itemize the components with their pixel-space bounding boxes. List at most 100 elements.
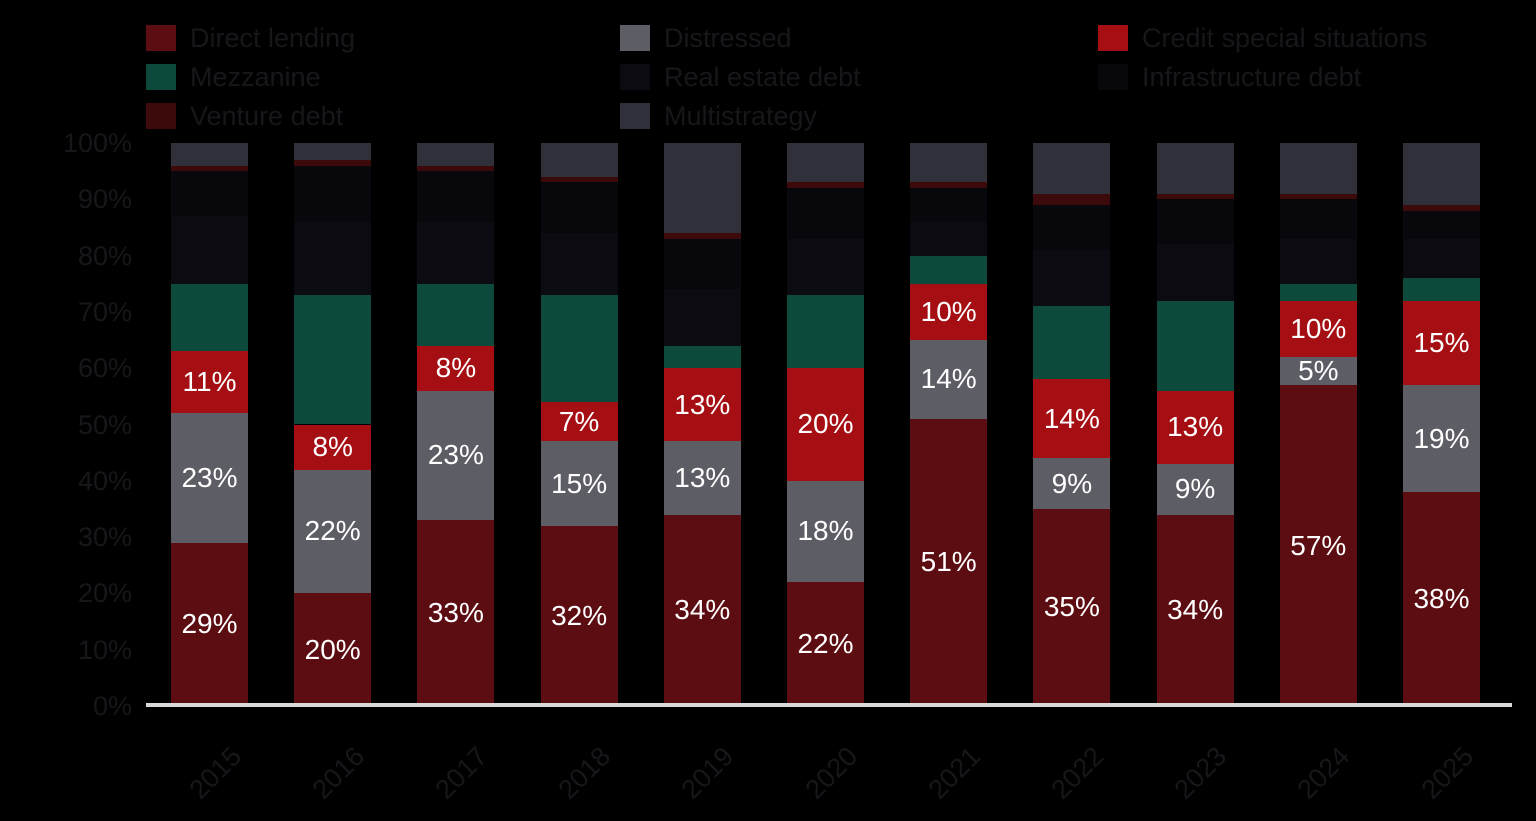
bar-segment-credit-special-situations-2022: 14% <box>1033 379 1111 459</box>
x-axis-label-2021: 2021 <box>922 741 986 805</box>
bar-segment-multistrategy-2017 <box>417 143 495 166</box>
bar-segment-credit-special-situations-2016: 8% <box>294 424 372 470</box>
segment-data-label: 20% <box>304 633 361 665</box>
y-axis-tick-0: 0% <box>92 691 132 721</box>
bar-segment-multistrategy-2023 <box>1156 143 1234 194</box>
bar-segment-credit-special-situations-2015: 11% <box>171 351 248 414</box>
legend-label-distressed: Distressed <box>664 22 792 53</box>
segment-data-label: 57% <box>1290 529 1347 561</box>
segment-data-label: 5% <box>1298 355 1339 386</box>
legend-label-real-estate-debt: Real estate debt <box>664 61 861 92</box>
bar-segment-direct-lending-2025: 38% <box>1403 492 1480 706</box>
bar-segment-multistrategy-2015 <box>171 143 248 166</box>
bar-segment-credit-special-situations-2018: 7% <box>540 401 618 442</box>
bar-segment-real-estate-debt-2015 <box>171 216 248 284</box>
segment-data-label: 15% <box>551 467 608 499</box>
bar-segment-real-estate-debt-2022 <box>1033 249 1111 307</box>
bar-segment-credit-special-situations-2023: 13% <box>1156 390 1234 464</box>
segment-data-label: 23% <box>427 439 484 471</box>
bar-segment-direct-lending-2024: 57% <box>1279 385 1357 706</box>
segment-data-label: 35% <box>1043 591 1100 623</box>
segment-data-label: 29% <box>181 608 238 640</box>
bar-segment-venture-debt-2018 <box>540 176 618 183</box>
bar-segment-mezzanine-2024 <box>1279 283 1357 301</box>
bar-segment-venture-debt-2023 <box>1156 193 1234 200</box>
segment-data-label: 14% <box>920 363 977 395</box>
bar-segment-multistrategy-2020 <box>787 143 864 183</box>
bar-segment-real-estate-debt-2019 <box>663 289 741 346</box>
segment-data-label: 51% <box>920 546 977 578</box>
bar-segment-multistrategy-2018 <box>540 143 618 177</box>
bar-segment-direct-lending-2016: 20% <box>294 593 372 706</box>
bar-segment-direct-lending-2017: 33% <box>417 520 495 706</box>
y-axis-tick-90: 90% <box>77 184 132 215</box>
x-axis-label-2018: 2018 <box>552 741 617 805</box>
legend-item-multistrategy: Multistrategy <box>620 101 861 131</box>
legend-item-real-estate-debt: Real estate debt <box>620 61 861 92</box>
bar-segment-multistrategy-2016 <box>294 143 372 160</box>
bar-segment-mezzanine-2022 <box>1033 306 1111 380</box>
x-axis-label-2024: 2024 <box>1291 741 1356 805</box>
bar-segment-distressed-2020: 18% <box>787 480 864 583</box>
bar-segment-credit-special-situations-2020: 20% <box>787 368 864 481</box>
bar-segment-infrastructure-debt-2024 <box>1279 199 1357 239</box>
bar-segment-venture-debt-2022 <box>1033 193 1111 205</box>
bar-segment-mezzanine-2021 <box>910 255 988 284</box>
segment-data-label: 32% <box>551 599 608 631</box>
x-axis-label-2019: 2019 <box>675 741 740 805</box>
bar-segment-real-estate-debt-2021 <box>910 221 988 256</box>
segment-data-label: 15% <box>1413 326 1470 358</box>
legend-label-direct-lending: Direct lending <box>190 22 356 53</box>
bar-segment-real-estate-debt-2024 <box>1279 238 1357 284</box>
x-axis-label-2025: 2025 <box>1415 741 1479 805</box>
segment-data-label: 34% <box>674 594 731 626</box>
y-axis-tick-40: 40% <box>77 465 132 496</box>
bar-segment-real-estate-debt-2018 <box>540 233 618 295</box>
x-axis-label-2015: 2015 <box>183 741 247 805</box>
legend-label-mezzanine: Mezzanine <box>190 61 321 92</box>
segment-data-label: 34% <box>1167 594 1224 626</box>
bar-segment-distressed-2015: 23% <box>171 413 248 543</box>
legend-label-credit-special-situations: Credit special situations <box>1142 22 1428 53</box>
x-axis-label-2020: 2020 <box>799 741 863 805</box>
bar-segment-direct-lending-2018: 32% <box>540 525 618 706</box>
y-axis-tick-10: 10% <box>77 634 132 665</box>
infrastructure-debt-swatch-icon <box>1098 64 1128 90</box>
bar-segment-venture-debt-2020 <box>787 182 864 189</box>
bar-segment-venture-debt-2024 <box>1279 193 1357 200</box>
segment-data-label: 33% <box>427 597 484 629</box>
segment-data-label: 13% <box>674 388 731 420</box>
bar-segment-infrastructure-debt-2020 <box>787 188 864 239</box>
bar-segment-real-estate-debt-2020 <box>787 238 864 295</box>
bar-segment-infrastructure-debt-2021 <box>910 188 988 222</box>
bar-segment-credit-special-situations-2017: 8% <box>417 345 495 391</box>
direct-lending-swatch-icon <box>146 25 176 51</box>
bar-segment-mezzanine-2016 <box>294 295 372 425</box>
bar-segment-infrastructure-debt-2018 <box>540 182 618 234</box>
bar-segment-infrastructure-debt-2022 <box>1033 204 1111 250</box>
segment-data-label: 8% <box>312 431 353 463</box>
segment-data-label: 22% <box>304 515 361 547</box>
legend-item-infrastructure-debt: Infrastructure debt <box>1098 62 1427 92</box>
legend-item-direct-lending: Direct lending <box>146 22 356 53</box>
bar-segment-infrastructure-debt-2017 <box>417 171 495 222</box>
credit-special-situations-swatch-icon <box>1098 25 1128 51</box>
y-axis-tick-30: 30% <box>77 522 132 553</box>
bar-segment-mezzanine-2019 <box>663 345 741 369</box>
bar-segment-venture-debt-2025 <box>1403 204 1480 211</box>
legend-column-2: Distressed Real estate debt Multistrateg… <box>620 22 861 131</box>
legend-column-1: Direct lending Mezzanine Venture debt <box>146 22 356 131</box>
bar-segment-mezzanine-2017 <box>417 283 495 346</box>
bar-segment-venture-debt-2017 <box>417 165 495 172</box>
bar-segment-venture-debt-2016 <box>294 159 372 166</box>
legend-column-3: Credit special situations Infrastructure… <box>1098 22 1428 92</box>
y-axis-tick-80: 80% <box>77 240 132 271</box>
bar-segment-direct-lending-2020: 22% <box>787 582 864 706</box>
segment-data-label: 19% <box>1413 422 1470 454</box>
bar-segment-direct-lending-2019: 34% <box>663 514 741 706</box>
bar-segment-multistrategy-2019 <box>663 143 741 234</box>
bar-segment-real-estate-debt-2023 <box>1156 244 1234 301</box>
bar-segment-multistrategy-2021 <box>910 143 988 183</box>
segment-data-label: 38% <box>1413 583 1470 615</box>
